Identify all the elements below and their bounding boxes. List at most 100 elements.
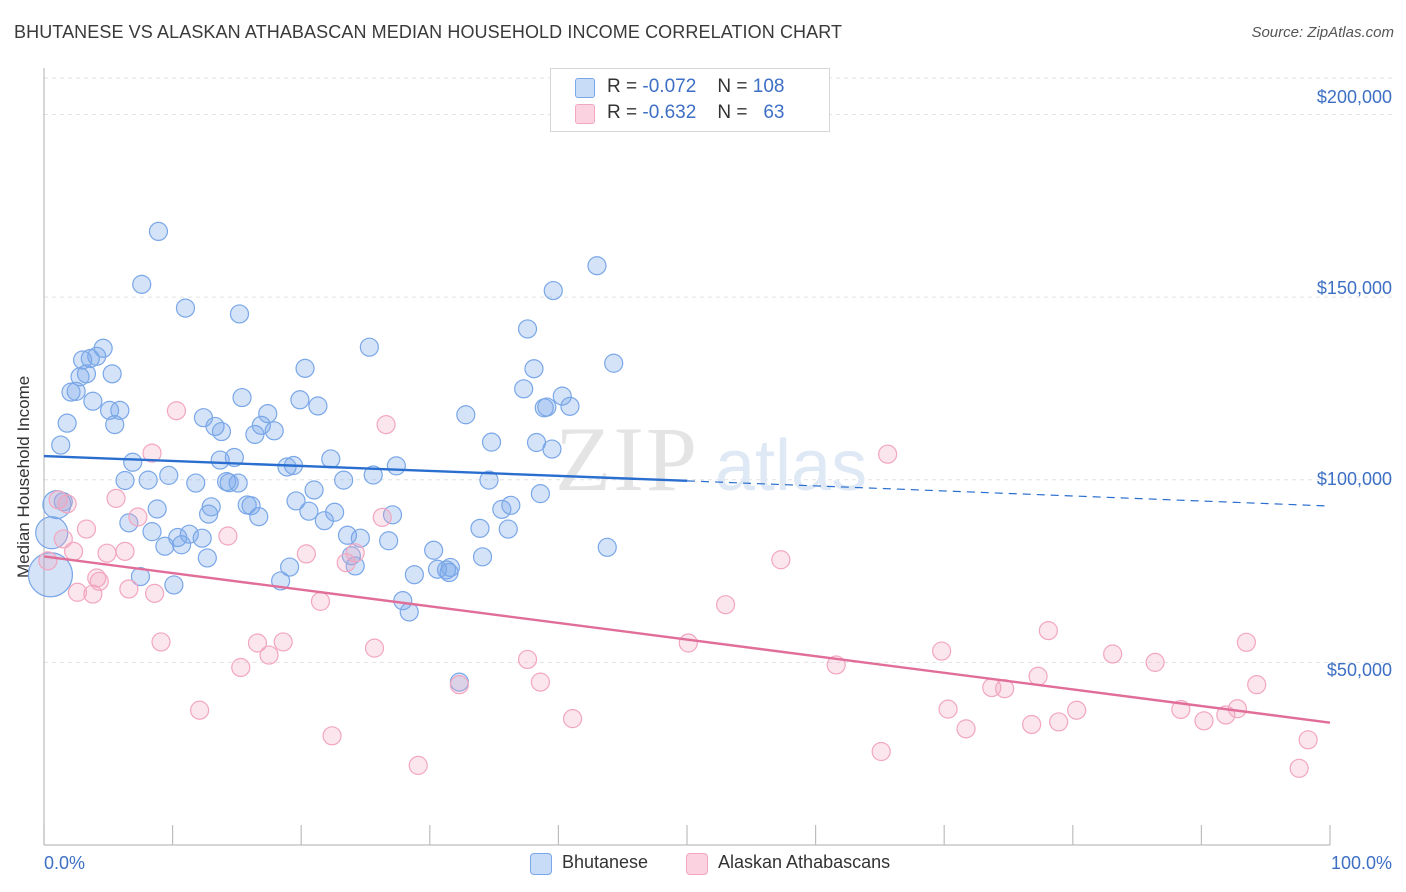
data-point-bhutanese [498,519,518,539]
data-point-alaskan-athabascans [871,741,891,762]
data-point-alaskan-athabascans [144,583,165,603]
data-point-bhutanese [277,457,297,477]
data-point-bhutanese [142,522,162,542]
data-point-bhutanese [241,496,261,516]
data-point-bhutanese [542,439,562,459]
data-point-bhutanese [186,473,206,493]
n-value: 63 [763,102,785,123]
legend-swatch-alaskan-athabascans [575,104,595,124]
data-point-bhutanese [321,449,341,469]
data-point-bhutanese [286,491,306,511]
trend-line-bhutanese [43,454,688,483]
data-point-alaskan-athabascans [89,571,109,591]
data-point-alaskan-athabascans [63,541,84,561]
data-point-bhutanese [197,548,217,568]
r-value: -0.632 [642,102,697,123]
data-point-alaskan-athabascans [119,579,139,599]
data-point-bhutanese [172,535,192,555]
data-point-alaskan-athabascans [1298,730,1318,750]
axes [43,68,1331,846]
data-point-alaskan-athabascans [1194,711,1214,731]
n-label: N = [717,102,748,123]
data-point-alaskan-athabascans [956,719,976,739]
data-point-bhutanese [299,501,319,521]
data-point-bhutanese [290,390,310,410]
watermark-atlas: atlas [715,426,867,506]
data-point-bhutanese [439,562,459,583]
data-point-bhutanese [232,387,252,408]
data-point-bhutanese [456,405,476,425]
data-point-bhutanese [138,470,158,490]
x-tick-label-min: 0.0% [44,853,86,873]
x-tick-label-max: 100.0% [1330,853,1392,873]
data-point-bhutanese [350,528,370,548]
data-point-bhutanese [280,557,300,577]
data-point-bhutanese [543,280,563,301]
y-tick-label: $50,000 [1326,660,1392,680]
data-point-alaskan-athabascans [771,550,791,570]
data-point-bhutanese [481,432,502,452]
data-point-alaskan-athabascans [310,591,331,611]
data-point-alaskan-athabascans [106,488,126,508]
data-point-bhutanese [130,566,151,587]
data-point-alaskan-athabascans [87,568,107,588]
data-point-bhutanese [110,400,130,420]
data-point-alaskan-athabascans [322,726,342,746]
data-point-bhutanese [164,575,184,595]
n-value: 108 [752,76,785,97]
watermark-zip: ZIP [555,408,699,510]
data-point-bhutanese [308,396,328,416]
data-point-bhutanese [386,456,406,476]
y-tick-label: $100,000 [1316,469,1392,489]
data-point-bhutanese [363,465,383,485]
source-label: Source: ZipAtlas.com [1251,24,1394,41]
data-point-bhutanese [199,504,219,524]
data-point-bhutanese [404,565,424,585]
data-point-alaskan-athabascans [1289,758,1309,778]
data-point-bhutanese [192,528,212,548]
data-point-bhutanese [93,338,113,358]
data-point-bhutanese [132,274,152,294]
data-point-alaskan-athabascans [530,672,550,692]
data-point-bhutanese [76,364,97,384]
data-point-alaskan-athabascans [273,632,293,652]
data-point-alaskan-athabascans [364,638,385,658]
data-point-alaskan-athabascans [259,645,279,665]
data-point-alaskan-athabascans [1145,652,1165,672]
data-point-bhutanese [304,480,324,500]
watermark: ZIP atlas [555,408,867,510]
data-point-bhutanese [123,452,143,472]
data-point-alaskan-athabascans [562,709,583,729]
legend-swatch-bhutanese [575,78,595,98]
data-point-alaskan-athabascans [715,595,736,615]
r-label: R = [607,102,638,123]
data-point-alaskan-athabascans [247,633,268,653]
data-point-alaskan-athabascans [878,444,898,464]
legend-label: Bhutanese [562,852,649,872]
data-point-bhutanese [537,397,557,417]
data-point-bhutanese [492,499,512,519]
legend-swatch-alaskan-athabascans [686,853,708,875]
data-point-alaskan-athabascans [38,551,58,571]
data-point-bhutanese [61,382,81,402]
trend-lines [43,454,1331,724]
chart-title: BHUTANESE VS ALASKAN ATHABASCAN MEDIAN H… [14,22,843,42]
data-point-bhutanese [83,391,103,411]
data-point-bhutanese [514,379,534,399]
data-point-bhutanese [472,547,493,567]
data-point-bhutanese [105,415,125,435]
data-point-alaskan-athabascans [449,675,469,695]
data-point-bhutanese [35,516,69,550]
data-point-bhutanese [210,450,230,470]
data-point-bhutanese [530,484,550,504]
data-point-alaskan-athabascans [938,699,958,719]
r-value: -0.072 [642,76,697,97]
data-point-bhutanese [597,537,617,557]
data-point-bhutanese [224,447,244,468]
data-point-bhutanese [51,435,71,455]
data-point-bhutanese [587,256,607,276]
data-point-bhutanese [470,518,490,538]
data-point-bhutanese [57,413,77,433]
data-point-bhutanese [604,353,624,373]
data-point-bhutanese [147,499,167,519]
